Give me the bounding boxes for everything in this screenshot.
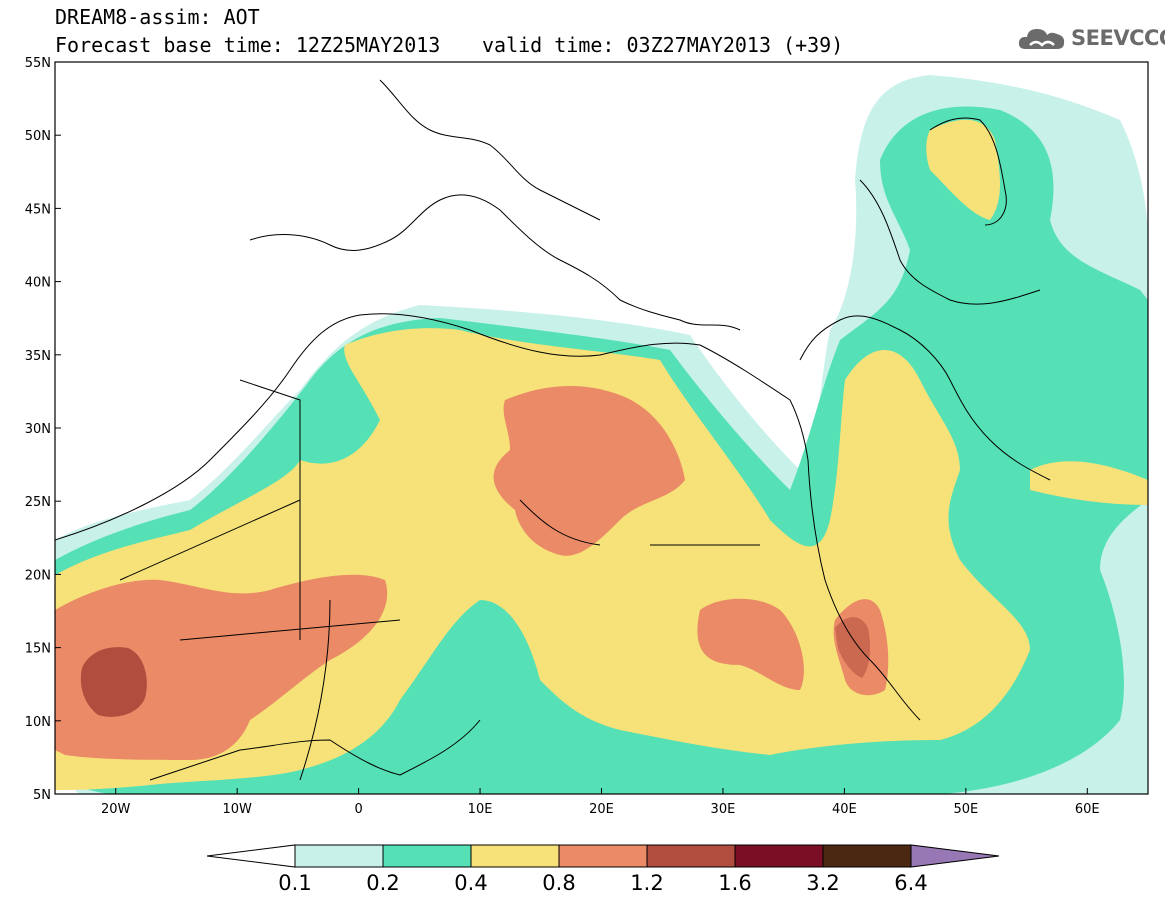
colorbar-swatch: [382, 844, 472, 868]
lat-label: 10N: [25, 715, 51, 730]
colorbar-label: 1.6: [718, 871, 751, 895]
valid-time: valid time: 03Z27MAY2013 (+39): [482, 33, 844, 57]
aot-shading: [55, 75, 1148, 794]
colorbar-label: 0.4: [454, 871, 487, 895]
colorbar-swatch: [646, 844, 736, 868]
lon-label: 0: [354, 802, 362, 817]
lat-label: 5N: [33, 788, 51, 803]
lon-label: 50E: [953, 802, 978, 817]
colorbar-label: 0.2: [366, 871, 399, 895]
longitude-axis: 20W 10W 0 10E 20E 30E 40E 50E 60E: [101, 788, 1100, 817]
latitude-axis: 55N 50N 45N 40N 35N 30N 25N 20N 15N 10N 5N: [25, 56, 61, 803]
lon-label: 10E: [468, 802, 493, 817]
logo-text: SEEVCCC: [1071, 26, 1165, 50]
lat-label: 30N: [25, 422, 51, 437]
lon-label: 10W: [222, 802, 252, 817]
map-title: DREAM8-assim: AOT: [55, 5, 260, 29]
colorbar-swatch: [470, 844, 560, 868]
lon-label: 60E: [1075, 802, 1100, 817]
lat-label: 15N: [25, 642, 51, 657]
lat-label: 25N: [25, 495, 51, 510]
colorbar-swatch: [294, 844, 384, 868]
colorbar-label: 3.2: [806, 871, 839, 895]
colorbar-swatch: [734, 844, 824, 868]
colorbar-label: 6.4: [894, 871, 927, 895]
lon-label: 20W: [101, 802, 131, 817]
coastlines: [55, 79, 1051, 781]
lat-label: 40N: [25, 276, 51, 291]
colorbar-swatch: [558, 844, 648, 868]
forecast-base-time: Forecast base time: 12Z25MAY2013: [55, 33, 441, 57]
lon-label: 30E: [711, 802, 736, 817]
colorbar-over-arrow: [910, 844, 1000, 868]
lat-label: 50N: [25, 129, 51, 144]
colorbar-label: 0.1: [278, 871, 311, 895]
lat-label: 35N: [25, 349, 51, 364]
lon-label: 40E: [832, 802, 857, 817]
lat-label: 55N: [25, 56, 51, 71]
aot-level-0.8: [55, 385, 889, 760]
colorbar-label: 1.2: [630, 871, 663, 895]
colorbar-label: 0.8: [542, 871, 575, 895]
colorbar-swatch: [822, 844, 912, 868]
colorbar: 0.1 0.2 0.4 0.8 1.2 1.6 3.2 6.4: [206, 844, 1000, 895]
lon-label: 20E: [589, 802, 614, 817]
aot-level-1.2: [80, 617, 870, 717]
lat-label: 20N: [25, 568, 51, 583]
cloud-icon: [1018, 29, 1065, 49]
seevccc-logo: SEEVCCC: [1016, 22, 1165, 54]
colorbar-under-arrow: [206, 844, 296, 868]
lat-label: 45N: [25, 202, 51, 217]
